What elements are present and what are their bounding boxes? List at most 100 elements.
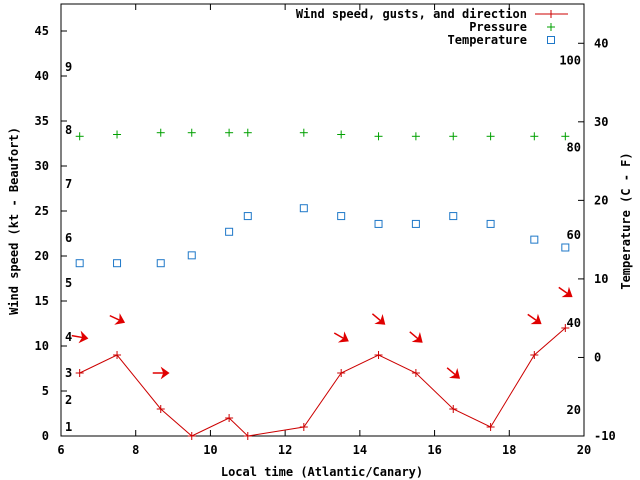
x-tick-label: 20: [577, 443, 591, 457]
data-point: [299, 204, 308, 213]
data-point: [374, 132, 383, 141]
wind-arrow-shaft: [71, 334, 84, 339]
data-point: [561, 132, 570, 141]
beaufort-label: 7: [65, 177, 72, 191]
data-point: [113, 259, 122, 268]
beaufort-label: 8: [65, 123, 72, 137]
wind-arrow: [527, 313, 542, 325]
wind-arrow: [446, 367, 461, 379]
wind-arrow-shaft: [446, 367, 457, 377]
x-tick-label: 14: [353, 443, 367, 457]
data-point: [486, 423, 495, 431]
y-tick-label-right: 20: [594, 193, 608, 207]
beaufort-label: 3: [65, 366, 72, 380]
axis-ticks: 6 8 10 12 14 16 18 20051015202530354045-1001020…: [35, 4, 616, 457]
wind-arrow-head: [530, 313, 542, 325]
series-wind: [75, 324, 570, 440]
beaufort-label: 1: [65, 420, 72, 434]
y-axis-label-right: Temperature (C - F): [619, 152, 633, 289]
data-point: [411, 369, 420, 377]
wind-arrow-shaft: [558, 286, 570, 295]
data-point: [156, 128, 165, 137]
series-group: [75, 128, 570, 440]
wind-arrow-head: [78, 330, 89, 344]
data-point: [75, 369, 84, 377]
data-point: [225, 128, 234, 137]
y-tick-label-right: 40: [594, 36, 608, 50]
y-tick-label-right: -10: [594, 429, 616, 443]
fahrenheit-label: 40: [567, 316, 581, 330]
y-tick-label-left: 45: [35, 24, 49, 38]
beaufort-label: 5: [65, 276, 72, 290]
data-point: [411, 132, 420, 141]
legend-marker: [547, 23, 555, 31]
data-point: [225, 227, 234, 236]
x-axis-label: Local time (Atlantic/Canary): [221, 465, 423, 479]
data-point: [299, 423, 308, 431]
fahrenheit-label: 80: [567, 141, 581, 155]
y-tick-label-left: 10: [35, 339, 49, 353]
data-point: [449, 132, 458, 141]
wind-arrow-head: [160, 366, 170, 380]
beaufort-label: 4: [65, 330, 72, 344]
y-tick-label-left: 20: [35, 249, 49, 263]
series-temperature: [75, 204, 570, 268]
x-tick-label: 12: [278, 443, 292, 457]
fahrenheit-label: 60: [567, 228, 581, 242]
beaufort-label: 2: [65, 393, 72, 407]
data-point: [225, 414, 234, 422]
wind-arrow: [152, 366, 170, 380]
beaufort-label: 6: [65, 231, 72, 245]
beaufort-labels: 1 2 3 4 5 6 7 8 9: [65, 60, 72, 434]
data-point: [156, 259, 165, 268]
wind-arrow-head: [337, 331, 349, 343]
wind-arrow-head: [411, 332, 423, 343]
data-point: [187, 128, 196, 137]
plot-frame: [60, 3, 585, 437]
x-tick-label: 16: [427, 443, 441, 457]
data-point: [187, 251, 196, 260]
wind-arrow-shaft: [371, 313, 383, 323]
wind-arrow: [371, 313, 386, 325]
data-point: [243, 432, 252, 440]
data-point: [113, 130, 122, 139]
data-point: [374, 219, 383, 228]
wind-arrow-shaft: [527, 313, 539, 322]
y-tick-label-left: 35: [35, 114, 49, 128]
wind-arrow: [333, 331, 349, 343]
data-point: [530, 351, 539, 359]
wind-arrow: [71, 330, 89, 344]
wind-arrow: [409, 331, 423, 343]
series-pressure: [75, 128, 570, 141]
legend-label: Wind speed, gusts, and direction: [296, 7, 527, 21]
wind-arrow-shaft: [333, 332, 346, 340]
wind-arrow: [558, 286, 573, 298]
data-point: [449, 405, 458, 413]
data-point: [187, 432, 196, 440]
data-point: [113, 351, 122, 359]
data-point: [561, 324, 570, 332]
wind-direction-arrows: [71, 286, 573, 380]
wind-arrow-shaft: [409, 331, 420, 341]
data-point: [75, 132, 84, 141]
wind-arrow-head: [449, 368, 461, 379]
data-point: [337, 369, 346, 377]
x-tick-label: 18: [502, 443, 516, 457]
legend-label: Pressure: [469, 20, 527, 34]
data-point: [449, 212, 458, 221]
data-point: [299, 128, 308, 137]
data-point: [337, 130, 346, 139]
fahrenheit-labels: 20 40 60 80 100: [559, 54, 581, 418]
fahrenheit-label: 20: [567, 403, 581, 417]
wind-arrow-head: [561, 286, 573, 298]
y-tick-label-right: 30: [594, 115, 608, 129]
y-tick-label-left: 0: [42, 429, 49, 443]
legend: Wind speed, gusts, and directionPressure…: [296, 7, 568, 47]
data-point: [75, 259, 84, 268]
legend-marker: [547, 10, 555, 18]
y-tick-label-right: 10: [594, 272, 608, 286]
data-point: [243, 212, 252, 221]
legend-marker: [547, 36, 555, 44]
wind-arrow-head: [114, 313, 126, 325]
